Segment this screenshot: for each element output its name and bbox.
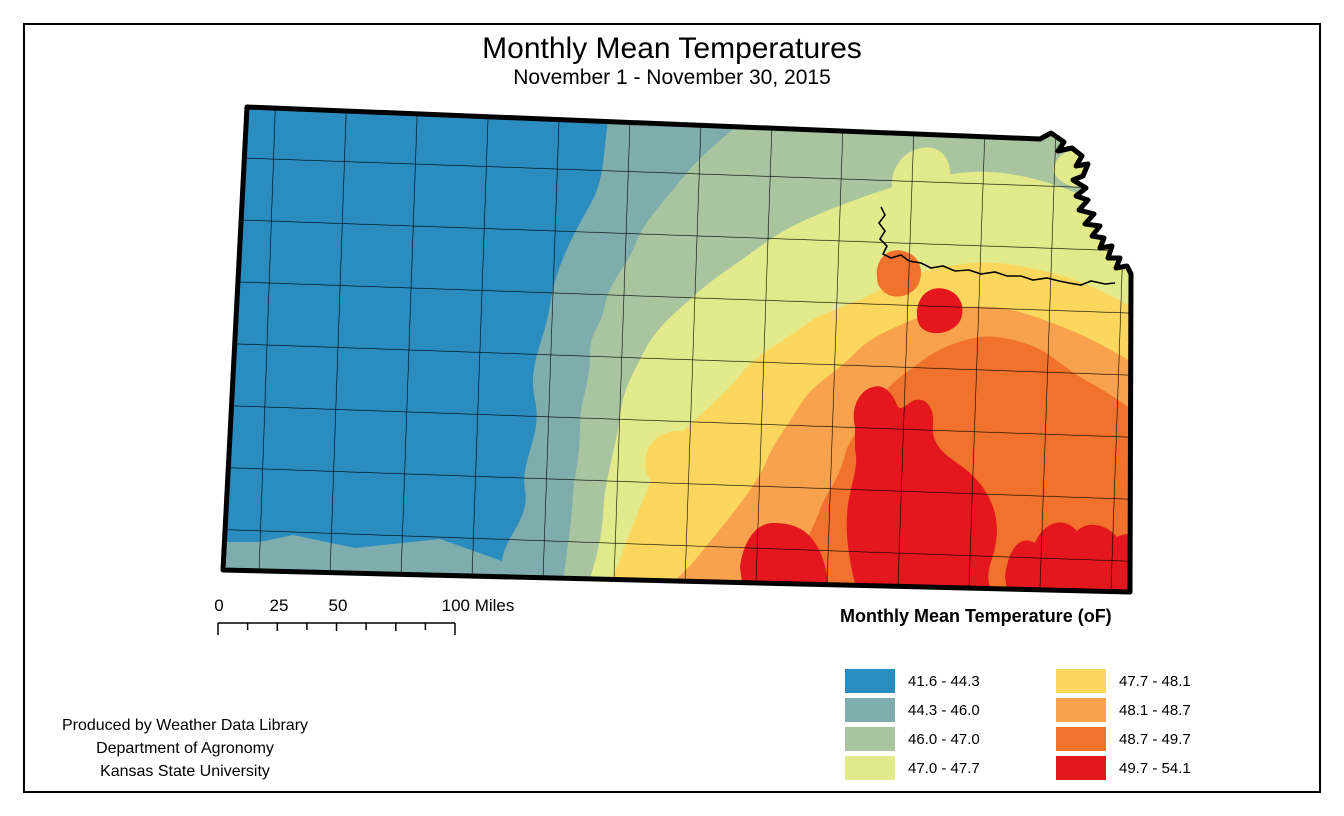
legend-range-8: 49.7 - 54.1 — [1119, 759, 1191, 777]
legend-range-3: 46.0 - 47.0 — [908, 730, 980, 748]
title-block: Monthly Mean Temperatures November 1 - N… — [0, 33, 1344, 91]
legend-item: 47.7 - 48.1 — [1056, 669, 1191, 693]
legend-item: 48.1 - 48.7 — [1056, 698, 1191, 722]
legend-range-2: 44.3 - 46.0 — [908, 701, 980, 719]
legend-range-5: 47.7 - 48.1 — [1119, 672, 1191, 690]
legend-swatch-7 — [1056, 727, 1106, 751]
credits-line-2: Department of Agronomy — [96, 740, 274, 757]
legend-swatch-6 — [1056, 698, 1106, 722]
scale-label-100-miles: 100 Miles — [441, 596, 515, 615]
legend-swatch-4 — [845, 756, 895, 780]
legend-swatch-8 — [1056, 756, 1106, 780]
legend-column-2: 47.7 - 48.1 48.1 - 48.7 48.7 - 49.7 49.7… — [1056, 669, 1191, 785]
kansas-temperature-map — [205, 95, 1145, 605]
page-title: Monthly Mean Temperatures — [482, 32, 862, 65]
legend-swatch-3 — [845, 727, 895, 751]
legend-range-4: 47.0 - 47.7 — [908, 759, 980, 777]
legend-range-6: 48.1 - 48.7 — [1119, 701, 1191, 719]
scale-bar-ruler — [217, 622, 456, 635]
county-boundaries — [223, 107, 1131, 592]
legend-range-7: 48.7 - 49.7 — [1119, 730, 1191, 748]
legend-title: Monthly Mean Temperature (oF) — [840, 606, 1112, 626]
scale-label-50: 50 — [328, 596, 348, 615]
legend-column-1: 41.6 - 44.3 44.3 - 46.0 46.0 - 47.0 47.0… — [845, 669, 980, 785]
credits-block: Produced by Weather Data Library Departm… — [35, 714, 335, 783]
scale-bar: 0 25 50 100 Miles — [200, 596, 530, 642]
legend-range-1: 41.6 - 44.3 — [908, 672, 980, 690]
legend-item: 49.7 - 54.1 — [1056, 756, 1191, 780]
legend-swatch-2 — [845, 698, 895, 722]
legend-item: 47.0 - 47.7 — [845, 756, 980, 780]
scale-label-0: 0 — [214, 596, 224, 615]
page-subtitle: November 1 - November 30, 2015 — [513, 66, 831, 89]
legend-item: 46.0 - 47.0 — [845, 727, 980, 751]
legend-swatch-1 — [845, 669, 895, 693]
kansas-state-outline — [220, 104, 1134, 595]
legend-item: 48.7 - 49.7 — [1056, 727, 1191, 751]
temperature-zones — [223, 107, 1131, 592]
legend-item: 44.3 - 46.0 — [845, 698, 980, 722]
figure-border-frame — [23, 23, 1321, 793]
kansas-river — [878, 206, 1116, 286]
legend-item: 41.6 - 44.3 — [845, 669, 980, 693]
legend-swatch-5 — [1056, 669, 1106, 693]
credits-line-1: Produced by Weather Data Library — [61, 717, 309, 734]
kansas-map-svg — [220, 104, 1134, 595]
credits-line-3: Kansas State University — [100, 763, 270, 780]
scale-label-25: 25 — [269, 596, 289, 615]
